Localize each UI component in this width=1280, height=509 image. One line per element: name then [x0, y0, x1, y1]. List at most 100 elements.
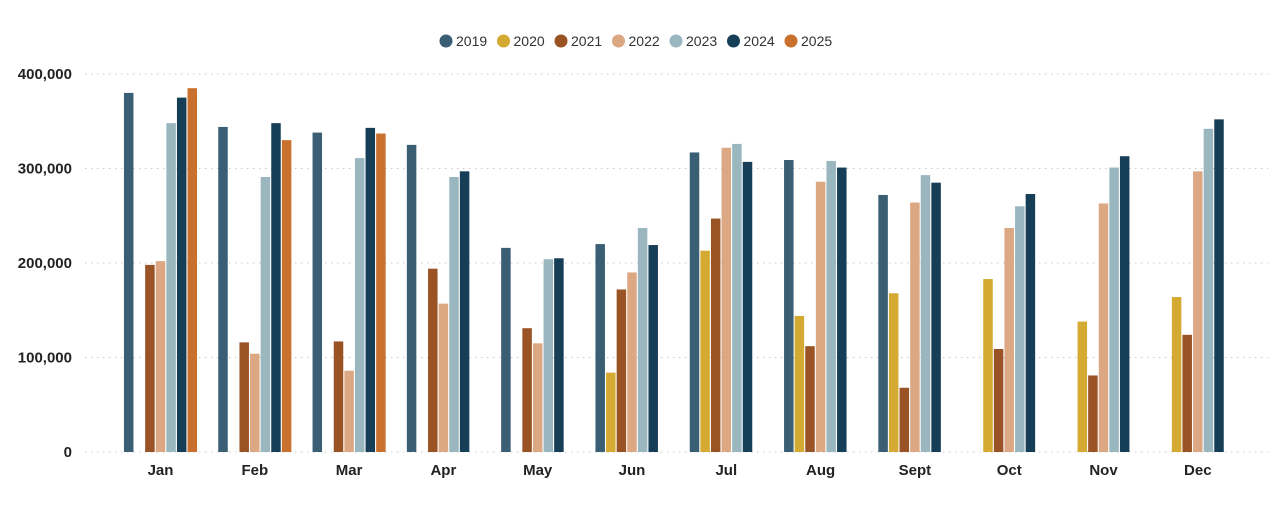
legend-label-2021: 2021	[571, 33, 602, 49]
bar-mar-2022[interactable]: 2022 Mar: 86,000	[344, 370, 354, 452]
bar-jul-2024[interactable]: 2024 Jul: 307,000	[742, 161, 753, 452]
x-tick-label-aug: Aug	[806, 462, 835, 479]
legend-item-2019[interactable]: 2019	[439, 33, 488, 49]
bar-jun-2019[interactable]: 2019 Jun: 220,000	[595, 244, 605, 452]
bar-sept-2024[interactable]: 2024 Sept: 285,000	[931, 182, 941, 452]
bar-aug-2020[interactable]: 2020 Aug: 144,000	[794, 315, 805, 452]
bar-feb-2023[interactable]: 2023 Feb: 291,000	[260, 177, 271, 452]
legend-item-2020[interactable]: 2020	[497, 33, 545, 49]
bar-mar-2025[interactable]: 2025 Mar: 337,000	[376, 133, 386, 452]
bar-jul-2021[interactable]: 2021 Jul: 247,000	[710, 218, 721, 452]
bar-group-nov: 2020 Nov: 138,0002021 Nov: 81,0002022 No…	[1077, 156, 1130, 452]
bar-sept-2022[interactable]: 2022 Sept: 264,000	[910, 202, 920, 452]
bar-dec-2020[interactable]: 2020 Dec: 164,000	[1171, 297, 1182, 452]
legend-item-2024[interactable]: 2024	[727, 33, 775, 49]
bar-feb-2019[interactable]: 2019 Feb: 344,000	[218, 126, 228, 453]
bar-nov-2023[interactable]: 2023 Nov: 301,000	[1109, 167, 1119, 452]
bar-apr-2019[interactable]: 2019 Apr: 325,000	[406, 144, 417, 453]
bar-feb-2025[interactable]: 2025 Feb: 330,000	[281, 140, 292, 452]
bar-group-jun: 2019 Jun: 220,0002020 Jun: 84,0002021 Ju…	[595, 228, 658, 452]
y-tick-label: 400,000	[18, 66, 72, 83]
bar-jan-2022[interactable]: 2022 Jan: 202,000	[155, 261, 166, 452]
bar-sept-2020[interactable]: 2020 Sept: 168,000	[888, 293, 899, 452]
bar-jun-2020[interactable]: 2020 Jun: 84,000	[606, 372, 616, 452]
bar-jan-2021[interactable]: 2021 Jan: 198,000	[145, 264, 155, 452]
bar-dec-2024[interactable]: 2024 Dec: 352,000	[1214, 119, 1224, 453]
bar-may-2021[interactable]: 2021 May: 131,000	[522, 328, 532, 452]
y-tick-label: 0	[64, 444, 72, 461]
legend: 2019 2020 2021 2022 2023 2024 2025	[439, 33, 833, 49]
bar-oct-2024[interactable]: 2024 Oct: 273,000	[1025, 194, 1036, 452]
bar-feb-2021[interactable]: 2021 Feb: 116,000	[239, 342, 249, 452]
legend-label-2023: 2023	[686, 33, 717, 49]
bar-group-apr: 2019 Apr: 325,000 2021 Apr: 194,0002022 A…	[406, 144, 470, 453]
x-tick-label-mar: Mar	[336, 462, 363, 479]
bar-dec-2022[interactable]: 2022 Dec: 297,000	[1193, 171, 1203, 452]
bar-mar-2021[interactable]: 2021 Mar: 117,000	[333, 341, 344, 452]
bar-aug-2019[interactable]: 2019 Aug: 309,000	[784, 160, 794, 452]
bar-may-2022[interactable]: 2022 May: 115,000	[532, 343, 543, 452]
bar-nov-2020[interactable]: 2020 Nov: 138,000	[1077, 321, 1088, 452]
bar-feb-2022[interactable]: 2022 Feb: 104,000	[250, 353, 260, 452]
bar-mar-2024[interactable]: 2024 Mar: 343,000	[365, 127, 376, 453]
bar-may-2023[interactable]: 2023 May: 204,000	[543, 259, 554, 452]
bar-jul-2020[interactable]: 2020 Jul: 213,000	[700, 250, 710, 452]
bar-jul-2023[interactable]: 2023 Jul: 326,000	[732, 143, 742, 452]
legend-item-2022[interactable]: 2022	[612, 33, 660, 49]
bar-aug-2024[interactable]: 2024 Aug: 301,000	[837, 167, 847, 452]
bar-group-mar: 2019 Mar: 338,000 2021 Mar: 117,0002022 M…	[312, 127, 386, 453]
legend-marker-2020	[497, 34, 510, 48]
bar-nov-2021[interactable]: 2021 Nov: 81,000	[1088, 375, 1098, 452]
legend-label-2020: 2020	[514, 33, 545, 49]
bar-jun-2021[interactable]: 2021 Jun: 172,000	[616, 289, 627, 452]
bar-oct-2023[interactable]: 2023 Oct: 260,000	[1015, 206, 1025, 452]
bar-may-2024[interactable]: 2024 May: 205,000	[554, 258, 564, 452]
legend-item-2025[interactable]: 2025	[784, 33, 833, 49]
bar-may-2019[interactable]: 2019 May: 216,000	[501, 247, 511, 452]
bar-jul-2022[interactable]: 2022 Jul: 322,000	[721, 147, 732, 452]
bar-oct-2022[interactable]: 2022 Oct: 237,000	[1004, 228, 1014, 452]
bar-oct-2020[interactable]: 2020 Oct: 183,000	[983, 279, 993, 452]
x-tick-label-feb: Feb	[241, 462, 268, 479]
bar-group-sept: 2019 Sept: 272,0002020 Sept: 168,0002021…	[878, 175, 941, 452]
y-tick-label: 100,000	[18, 350, 72, 367]
x-tick-label-apr: Apr	[430, 462, 456, 479]
bar-group-aug: 2019 Aug: 309,0002020 Aug: 144,0002021 A…	[784, 160, 847, 453]
legend-marker-2023	[669, 34, 683, 48]
bar-aug-2021[interactable]: 2021 Aug: 112,000	[805, 346, 815, 452]
bar-apr-2022[interactable]: 2022 Apr: 157,000	[438, 303, 449, 452]
x-tick-label-nov: Nov	[1089, 462, 1118, 479]
bar-sept-2023[interactable]: 2023 Sept: 293,000	[920, 175, 931, 452]
bar-dec-2021[interactable]: 2021 Dec: 124,000	[1182, 334, 1192, 452]
bar-apr-2021[interactable]: 2021 Apr: 194,000	[428, 268, 438, 452]
x-tick-label-oct: Oct	[997, 462, 1022, 479]
bar-jan-2023[interactable]: 2023 Jan: 348,000	[166, 123, 176, 452]
bar-nov-2024[interactable]: 2024 Nov: 313,000	[1119, 156, 1130, 452]
bar-apr-2024[interactable]: 2024 Apr: 297,000	[459, 171, 470, 452]
bar-feb-2024[interactable]: 2024 Feb: 348,000	[271, 123, 281, 452]
bar-jun-2024[interactable]: 2024 Jun: 219,000	[648, 245, 658, 452]
x-tick-label-may: May	[523, 462, 553, 479]
bar-mar-2019[interactable]: 2019 Mar: 338,000	[312, 132, 323, 452]
legend-marker-2019	[439, 34, 453, 48]
bar-jan-2025[interactable]: 2025 Jan: 385,000	[187, 88, 198, 453]
bar-oct-2021[interactable]: 2021 Oct: 109,000	[993, 349, 1004, 452]
bar-jan-2024[interactable]: 2024 Jan: 375,000	[176, 97, 187, 453]
bar-nov-2022[interactable]: 2022 Nov: 263,000	[1098, 203, 1109, 452]
bar-sept-2019[interactable]: 2019 Sept: 272,000	[878, 194, 888, 452]
bar-sept-2021[interactable]: 2021 Sept: 68,000	[899, 387, 910, 452]
bar-group-jan: 2019 Jan: 380,000 2021 Jan: 198,0002022 J…	[123, 88, 198, 453]
bar-aug-2022[interactable]: 2022 Aug: 286,000	[815, 181, 826, 453]
bar-dec-2023[interactable]: 2023 Dec: 342,000	[1203, 128, 1214, 452]
x-axis: Jan Feb Mar Apr May Jun Jul Aug Sept Oct Nov Dec	[148, 462, 1212, 479]
legend-item-2023[interactable]: 2023	[669, 33, 718, 49]
bar-group-oct: 2020 Oct: 183,0002021 Oct: 109,0002022 O…	[983, 194, 1036, 452]
bar-aug-2023[interactable]: 2023 Aug: 308,000	[826, 160, 836, 452]
bar-jun-2022[interactable]: 2022 Jun: 190,000	[627, 272, 637, 452]
bar-jan-2019[interactable]: 2019 Jan: 380,000	[123, 92, 134, 453]
bar-apr-2023[interactable]: 2023 Apr: 291,000	[449, 177, 459, 452]
bar-jun-2023[interactable]: 2023 Jun: 237,000	[637, 228, 648, 452]
bar-mar-2023[interactable]: 2023 Mar: 311,000	[354, 158, 365, 453]
bar-jul-2019[interactable]: 2019 Jul: 317,000	[689, 152, 700, 452]
legend-item-2021[interactable]: 2021	[554, 33, 603, 49]
